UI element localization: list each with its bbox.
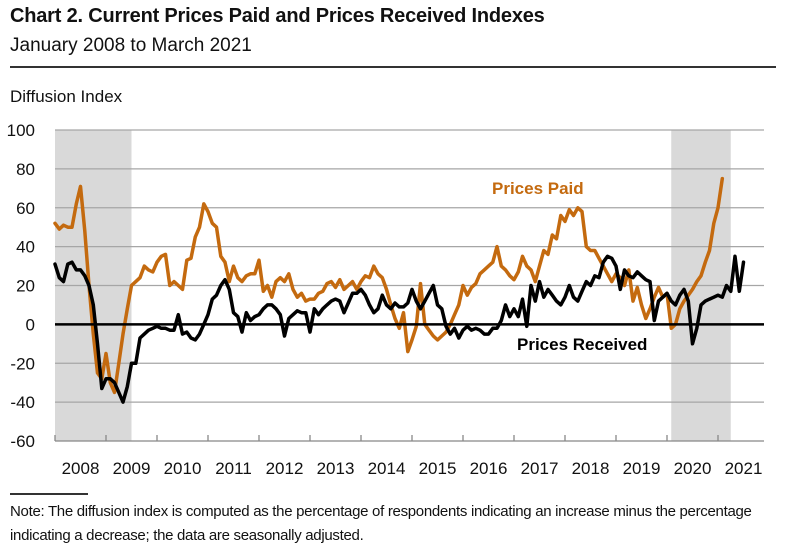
x-tick-label: 2017 — [521, 459, 559, 478]
title-rule — [10, 66, 776, 68]
y-tick-label: 100 — [7, 121, 35, 140]
y-tick-label: -40 — [10, 393, 35, 412]
y-tick-label: -60 — [10, 432, 35, 451]
chart-title: Chart 2. Current Prices Paid and Prices … — [10, 5, 545, 27]
x-tick-label: 2021 — [725, 459, 763, 478]
y-axis-label: Diffusion Index — [10, 87, 123, 106]
y-tick-labels-group: 100 80 60 40 20 0 -20 -40 -60 — [7, 121, 35, 451]
y-tick-label: -20 — [10, 354, 35, 373]
x-tick-label: 2008 — [62, 459, 100, 478]
y-tick-label: 80 — [16, 160, 35, 179]
note-rule — [10, 493, 88, 495]
y-tick-label: 60 — [16, 199, 35, 218]
x-tick-label: 2014 — [368, 459, 406, 478]
y-tick-label: 20 — [16, 277, 35, 296]
x-axis-group: 2008 2009 2010 2011 2012 2013 2014 2015 2016 2017… — [54, 435, 764, 478]
x-tick-label: 2020 — [674, 459, 712, 478]
x-tick-label: 2018 — [572, 459, 610, 478]
x-tick-label: 2011 — [215, 459, 252, 478]
x-tick-label: 2010 — [164, 459, 202, 478]
gridlines-group — [55, 129, 764, 403]
y-tick-label: 40 — [16, 238, 35, 257]
chart-note: Note: The diffusion index is computed as… — [10, 503, 752, 544]
x-tick-label: 2009 — [113, 459, 151, 478]
y-tick-label: 0 — [26, 315, 35, 334]
x-tick-label: 2012 — [266, 459, 304, 478]
series-line-prices-paid — [53, 176, 725, 395]
x-tick-label: 2019 — [623, 459, 661, 478]
x-tick-label: 2013 — [317, 459, 355, 478]
series-lines-group — [53, 176, 764, 404]
chart-subtitle: January 2008 to March 2021 — [10, 35, 252, 56]
series-line-prices-received — [53, 254, 746, 404]
annotation-prices-paid: Prices Paid — [492, 179, 584, 198]
annotation-prices-received: Prices Received — [517, 335, 647, 354]
x-tick-label: 2016 — [470, 459, 508, 478]
x-tick-label: 2015 — [419, 459, 457, 478]
